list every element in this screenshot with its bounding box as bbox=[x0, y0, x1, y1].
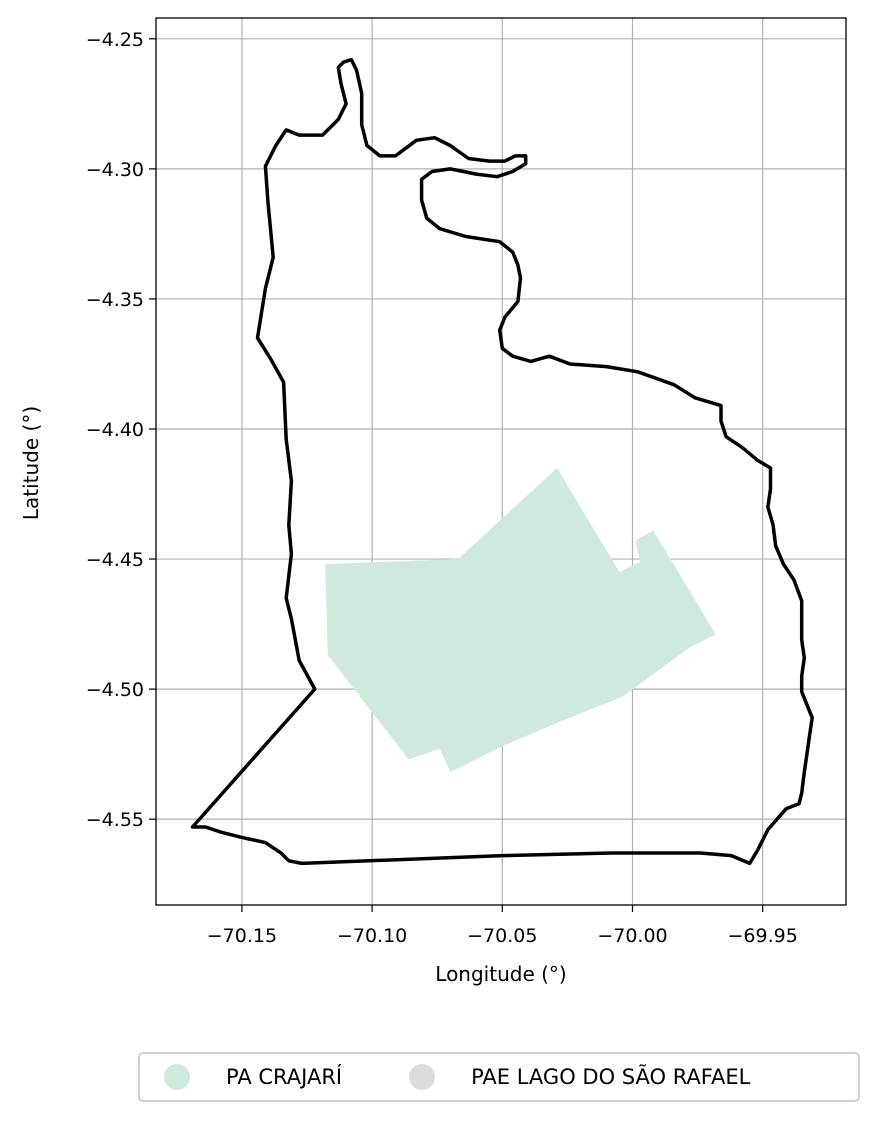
y-tick-label: −4.50 bbox=[86, 679, 144, 701]
x-axis-label: Longitude (°) bbox=[435, 962, 566, 986]
legend-label-pa-crajari: PA CRAJARÍ bbox=[226, 1065, 343, 1089]
boundary-pae-lago-do-sao-rafael bbox=[190, 57, 814, 866]
y-tick-label: −4.25 bbox=[86, 29, 144, 51]
map-plot: −70.15 −70.10 −70.05 −70.00 −69.95 −4.25 −4.3… bbox=[19, 17, 847, 986]
x-tick-label: −70.00 bbox=[597, 925, 667, 947]
grid-lines bbox=[156, 18, 846, 905]
area-pa-crajari bbox=[325, 468, 716, 773]
legend-label-pae-lago: PAE LAGO DO SÃO RAFAEL bbox=[471, 1065, 751, 1089]
x-axis-ticks: −70.15 −70.10 −70.05 −70.00 −69.95 bbox=[207, 905, 798, 947]
y-tick-label: −4.45 bbox=[86, 549, 144, 571]
legend-swatch-pae-lago bbox=[409, 1064, 436, 1090]
x-tick-label: −70.05 bbox=[467, 925, 537, 947]
legend-item-pa-crajari: PA CRAJARÍ bbox=[164, 1064, 342, 1090]
legend: PA CRAJARÍ PAE LAGO DO SÃO RAFAEL bbox=[138, 1052, 860, 1102]
y-axis-label: Latitude (°) bbox=[19, 406, 43, 520]
legend-item-pae-lago: PAE LAGO DO SÃO RAFAEL bbox=[409, 1064, 750, 1090]
legend-swatch-pa-crajari bbox=[164, 1064, 190, 1090]
x-tick-label: −69.95 bbox=[728, 925, 798, 947]
y-tick-label: −4.35 bbox=[86, 289, 144, 311]
x-tick-label: −70.15 bbox=[207, 925, 277, 947]
map-layers bbox=[190, 57, 814, 866]
x-tick-label: −70.10 bbox=[337, 925, 407, 947]
y-tick-label: −4.40 bbox=[86, 419, 144, 441]
axes-frame bbox=[155, 17, 847, 906]
y-axis-ticks: −4.25 −4.30 −4.35 −4.40 −4.45 −4.50 −4.55 bbox=[86, 29, 156, 831]
y-tick-label: −4.55 bbox=[86, 809, 144, 831]
y-tick-label: −4.30 bbox=[86, 159, 144, 181]
